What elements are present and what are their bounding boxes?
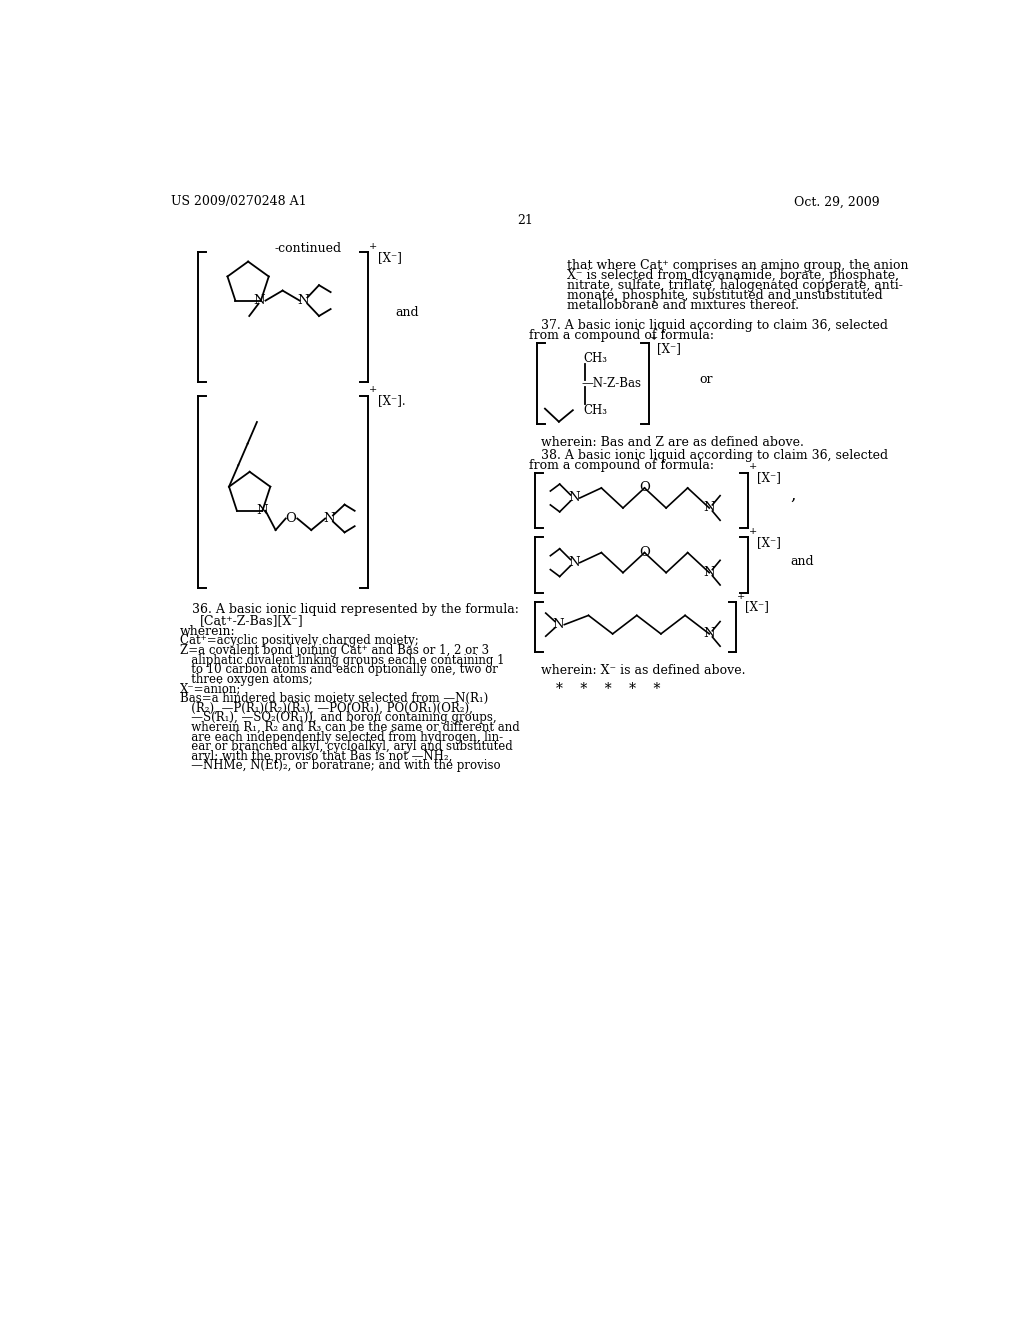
Text: O: O xyxy=(639,546,650,560)
Text: N: N xyxy=(552,618,564,631)
Text: 36. A basic ionic liquid represented by the formula:: 36. A basic ionic liquid represented by … xyxy=(180,603,519,616)
Text: aryl; with the proviso that Bas is not —NH₂,: aryl; with the proviso that Bas is not —… xyxy=(180,750,453,763)
Text: N: N xyxy=(703,502,715,515)
Text: [X⁻]: [X⁻] xyxy=(378,251,401,264)
Text: +: + xyxy=(749,462,757,471)
Text: [X⁻]: [X⁻] xyxy=(757,536,780,549)
Text: that where Cat⁺ comprises an amino group, the anion: that where Cat⁺ comprises an amino group… xyxy=(566,259,908,272)
Text: are each independently selected from hydrogen, lin-: are each independently selected from hyd… xyxy=(180,730,503,743)
Text: from a compound of formula:: from a compound of formula: xyxy=(529,329,715,342)
Text: N: N xyxy=(254,294,265,308)
Text: —S(R₁), —SO₂(OR₁)), and boron containing groups,: —S(R₁), —SO₂(OR₁)), and boron containing… xyxy=(180,711,497,725)
Text: aliphatic divalent linking groups each e containing 1: aliphatic divalent linking groups each e… xyxy=(180,653,505,667)
Text: +: + xyxy=(369,385,377,395)
Text: [X⁻]: [X⁻] xyxy=(657,342,681,355)
Text: N: N xyxy=(568,556,580,569)
Text: X⁻=anion;: X⁻=anion; xyxy=(180,682,242,696)
Text: 37. A basic ionic liquid according to claim 36, selected: 37. A basic ionic liquid according to cl… xyxy=(529,318,889,331)
Text: N: N xyxy=(324,512,335,525)
Text: N: N xyxy=(298,294,309,308)
Text: Oct. 29, 2009: Oct. 29, 2009 xyxy=(795,195,880,209)
Text: nitrate, sulfate, triflate, halogenated copperate, anti-: nitrate, sulfate, triflate, halogenated … xyxy=(566,279,902,292)
Text: (R₂), —P(R₁)(R₂)(R₃), —PO(OR₁), PO(OR₁)(OR₂),: (R₂), —P(R₁)(R₂)(R₃), —PO(OR₁), PO(OR₁)(… xyxy=(180,702,473,714)
Text: +: + xyxy=(649,333,657,342)
Text: and: and xyxy=(395,306,419,319)
Text: CH₃: CH₃ xyxy=(584,404,607,417)
Text: and: and xyxy=(791,554,814,568)
Text: O: O xyxy=(639,482,650,495)
Text: US 2009/0270248 A1: US 2009/0270248 A1 xyxy=(171,195,306,209)
Text: [X⁻].: [X⁻]. xyxy=(378,395,406,407)
Text: +: + xyxy=(369,243,377,251)
Text: Z=a covalent bond joining Cat⁺ and Bas or 1, 2 or 3: Z=a covalent bond joining Cat⁺ and Bas o… xyxy=(180,644,489,657)
Text: +: + xyxy=(737,591,745,601)
Text: N: N xyxy=(703,566,715,579)
Text: wherein:: wherein: xyxy=(180,626,236,638)
Text: metalloborane and mixtures thereof.: metalloborane and mixtures thereof. xyxy=(566,298,799,312)
Text: —N-Z-Bas: —N-Z-Bas xyxy=(582,378,641,391)
Text: to 10 carbon atoms and each optionally one, two or: to 10 carbon atoms and each optionally o… xyxy=(180,663,498,676)
Text: Cat⁺=acyclic positively charged moiety;: Cat⁺=acyclic positively charged moiety; xyxy=(180,635,419,647)
Text: [Cat⁺-Z-Bas][X⁻]: [Cat⁺-Z-Bas][X⁻] xyxy=(200,614,304,627)
Text: Bas=a hindered basic moiety selected from —N(R₁): Bas=a hindered basic moiety selected fro… xyxy=(180,692,488,705)
Text: O: O xyxy=(285,512,296,525)
Text: three oxygen atoms;: three oxygen atoms; xyxy=(180,673,312,686)
Text: [X⁻]: [X⁻] xyxy=(744,601,769,614)
Text: wherein R₁, R₂ and R₃ can be the same or different and: wherein R₁, R₂ and R₃ can be the same or… xyxy=(180,721,519,734)
Text: *    *    *    *    *: * * * * * xyxy=(556,682,660,696)
Text: -continued: -continued xyxy=(274,242,341,255)
Text: —NHMe, N(Et)₂, or boratrane; and with the proviso: —NHMe, N(Et)₂, or boratrane; and with th… xyxy=(180,759,501,772)
Text: ,: , xyxy=(791,487,796,504)
Text: CH₃: CH₃ xyxy=(584,352,607,366)
Text: from a compound of formula:: from a compound of formula: xyxy=(529,459,715,473)
Text: wherein: Bas and Z are as defined above.: wherein: Bas and Z are as defined above. xyxy=(529,436,804,449)
Text: N: N xyxy=(256,504,267,517)
Text: X⁻ is selected from dicyanamide, borate, phosphate,: X⁻ is selected from dicyanamide, borate,… xyxy=(566,268,899,281)
Text: ear or branched alkyl, cycloalkyl, aryl and substituted: ear or branched alkyl, cycloalkyl, aryl … xyxy=(180,741,513,754)
Text: or: or xyxy=(699,374,713,387)
Text: N: N xyxy=(568,491,580,504)
Text: +: + xyxy=(749,527,757,536)
Text: monate, phosphite, substituted and unsubstituted: monate, phosphite, substituted and unsub… xyxy=(566,289,883,301)
Text: 38. A basic ionic liquid according to claim 36, selected: 38. A basic ionic liquid according to cl… xyxy=(529,449,889,462)
Text: 21: 21 xyxy=(517,214,532,227)
Text: [X⁻]: [X⁻] xyxy=(757,471,780,484)
Text: wherein: X⁻ is as defined above.: wherein: X⁻ is as defined above. xyxy=(529,664,745,677)
Text: N: N xyxy=(703,627,715,640)
